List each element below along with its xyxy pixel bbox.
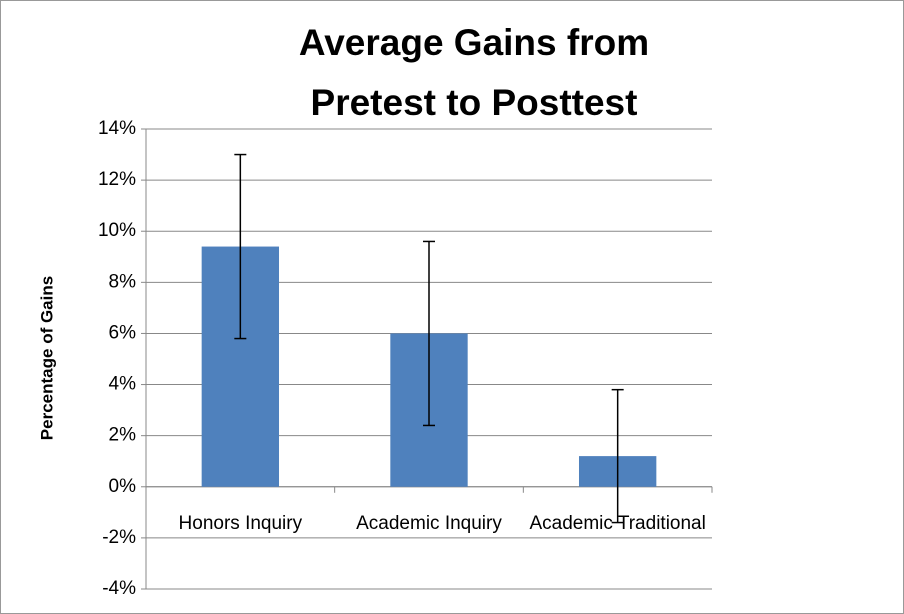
y-tick-label: 4% <box>109 374 137 395</box>
y-tick-label: 8% <box>109 271 137 292</box>
y-tick-label: 12% <box>98 169 136 190</box>
y-tick-label: 2% <box>109 425 137 446</box>
y-axis-label: Percentage of Gains <box>37 276 56 440</box>
x-tick-label: Honors Inquiry <box>179 513 303 534</box>
y-tick-label: 6% <box>109 322 137 343</box>
y-tick-label: 0% <box>109 476 137 497</box>
x-tick-label: Academic Inquiry <box>356 513 502 534</box>
y-tick-label: 10% <box>98 220 136 241</box>
y-tick-label: -2% <box>102 527 136 548</box>
y-tick-label: -4% <box>102 578 136 599</box>
chart-title: Average Gains from Pretest to Posttest <box>299 22 649 123</box>
y-tick-label: 14% <box>98 118 136 139</box>
